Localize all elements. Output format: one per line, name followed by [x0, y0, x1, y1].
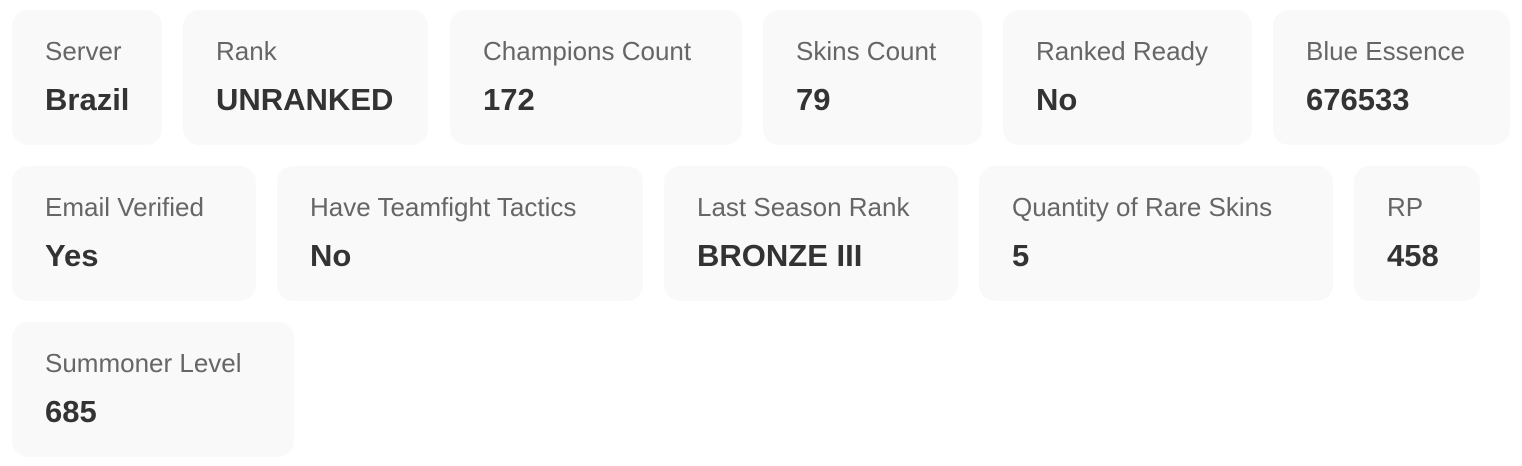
- stat-value: 458: [1387, 238, 1439, 273]
- stat-value: BRONZE III: [697, 238, 863, 273]
- stat-label: Server: [45, 36, 122, 66]
- stat-label: Email Verified: [45, 192, 204, 222]
- stat-card-rank: Rank UNRANKED: [183, 10, 428, 145]
- stat-value: 685: [45, 394, 97, 429]
- stat-card-last-season-rank: Last Season Rank BRONZE III: [664, 166, 958, 301]
- stat-label: Last Season Rank: [697, 192, 910, 222]
- stat-label: Champions Count: [483, 36, 692, 66]
- stat-label: Summoner Level: [45, 348, 242, 378]
- stat-label: Skins Count: [796, 36, 937, 66]
- stat-label: RP: [1387, 192, 1424, 222]
- stat-card-teamfight-tactics: Have Teamfight Tactics No: [277, 166, 643, 301]
- stat-card-rare-skins: Quantity of Rare Skins 5: [979, 166, 1333, 301]
- stat-value: UNRANKED: [216, 82, 394, 117]
- stat-value: Brazil: [45, 82, 130, 117]
- stat-value: 172: [483, 82, 535, 117]
- stat-card-email-verified: Email Verified Yes: [12, 166, 256, 301]
- stat-label: Quantity of Rare Skins: [1012, 192, 1273, 222]
- stat-card-skins-count: Skins Count 79: [763, 10, 982, 145]
- stat-card-champions-count: Champions Count 172: [450, 10, 742, 145]
- stat-card-rp: RP 458: [1354, 166, 1480, 301]
- stat-card-summoner-level: Summoner Level 685: [12, 322, 294, 457]
- stat-card-ranked-ready: Ranked Ready No: [1003, 10, 1252, 145]
- stat-value: 79: [796, 82, 831, 117]
- stat-value: No: [310, 238, 352, 273]
- stat-card-server: Server Brazil: [12, 10, 162, 145]
- stat-value: No: [1036, 82, 1078, 117]
- stat-value: 676533: [1306, 82, 1410, 117]
- stat-label: Ranked Ready: [1036, 36, 1208, 66]
- stat-label: Have Teamfight Tactics: [310, 192, 577, 222]
- stat-label: Blue Essence: [1306, 36, 1465, 66]
- stat-card-blue-essence: Blue Essence 676533: [1273, 10, 1510, 145]
- stat-label: Rank: [216, 36, 277, 66]
- stat-value: 5: [1012, 238, 1030, 273]
- stat-value: Yes: [45, 238, 99, 273]
